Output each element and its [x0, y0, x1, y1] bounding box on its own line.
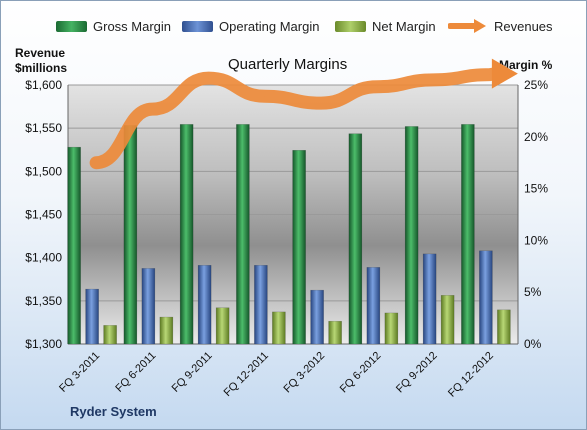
- x-tick-label: FQ 3-2012: [282, 350, 328, 396]
- operating-margin-bar: [254, 265, 268, 345]
- revenues-arrow-icon: [448, 19, 486, 33]
- net-margin-bar: [215, 307, 230, 345]
- right-tick-label: 5%: [524, 285, 542, 299]
- right-axis-title: Margin %: [499, 58, 553, 72]
- x-tick-label: FQ 3-2011: [57, 350, 102, 395]
- gross-margin-bar: [404, 126, 419, 345]
- x-tick-label: FQ 9-2012: [394, 350, 440, 396]
- operating-margin-bar: [197, 265, 212, 345]
- legend-revenues-label: Revenues: [494, 18, 553, 34]
- x-tick-label: FQ 12-2011: [222, 350, 271, 399]
- x-tick-label: FQ 9-2011: [170, 350, 215, 395]
- legend-gross-margin-label: Gross Margin: [93, 18, 172, 34]
- right-tick-label: 20%: [524, 130, 548, 144]
- net-margin-bar: [159, 316, 174, 345]
- right-tick-label: 10%: [524, 233, 548, 247]
- gross-margin-bar: [179, 124, 194, 345]
- operating-margin-swatch: [182, 20, 213, 32]
- net-margin-bar: [384, 312, 399, 345]
- gross-margin-bar: [67, 146, 81, 345]
- brand-label: Ryder System: [70, 404, 157, 419]
- legend-gross-margin: Gross Margin: [56, 18, 171, 34]
- net-margin-bar: [328, 320, 342, 345]
- gross-margin-bar: [236, 124, 250, 345]
- operating-margin-bar: [310, 289, 324, 345]
- chart-title: Quarterly Margins: [228, 56, 348, 73]
- legend-net-margin-label: Net Margin: [372, 18, 436, 34]
- net-margin-bar: [497, 309, 511, 345]
- legend-operating-margin: Operating Margin: [182, 18, 319, 34]
- left-axis-title-line1: Revenue: [15, 46, 66, 60]
- left-tick-label: $1,300: [25, 337, 62, 351]
- right-tick-label: 15%: [524, 182, 548, 196]
- right-tick-label: 25%: [524, 78, 548, 92]
- x-tick-label: FQ 6-2012: [338, 350, 384, 396]
- left-tick-label: $1,400: [25, 251, 62, 265]
- left-tick-label: $1,500: [25, 164, 62, 178]
- net-margin-bar: [272, 311, 286, 345]
- legend-net-margin: Net Margin: [335, 18, 436, 34]
- right-tick-label: 0%: [524, 337, 542, 351]
- gross-margin-bar: [461, 124, 475, 345]
- left-tick-label: $1,600: [25, 78, 62, 92]
- legend-operating-margin-label: Operating Margin: [219, 18, 320, 34]
- legend-revenues: Revenues: [448, 18, 553, 34]
- left-tick-label: $1,550: [25, 121, 62, 135]
- revenues-arrowhead: [491, 58, 518, 89]
- operating-margin-bar: [479, 250, 493, 345]
- gross-margin-swatch: [56, 20, 87, 32]
- left-tick-label: $1,450: [25, 208, 62, 222]
- gross-margin-bar: [348, 133, 363, 345]
- net-margin-bar: [440, 295, 455, 345]
- operating-margin-bar: [141, 268, 156, 345]
- left-axis-title-line2: $millions: [15, 61, 68, 75]
- left-tick-label: $1,350: [25, 294, 62, 308]
- operating-margin-bar: [366, 267, 381, 345]
- net-margin-bar: [103, 325, 117, 345]
- x-tick-label: FQ 6-2011: [113, 350, 158, 395]
- net-margin-swatch: [335, 20, 366, 32]
- gross-margin-bar: [292, 150, 306, 345]
- operating-margin-bar: [85, 288, 99, 345]
- operating-margin-bar: [422, 253, 437, 345]
- gross-margin-bar: [123, 125, 138, 345]
- x-tick-label: FQ 12-2012: [446, 350, 496, 400]
